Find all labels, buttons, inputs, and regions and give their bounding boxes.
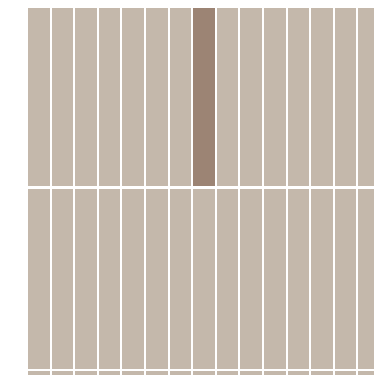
- grid-tile[interactable]: [75, 371, 97, 375]
- grid-tile[interactable]: [311, 8, 333, 186]
- grid-tile[interactable]: [240, 189, 262, 369]
- grid-tile[interactable]: [264, 371, 286, 375]
- grid-tile[interactable]: [169, 371, 192, 375]
- grid-tile[interactable]: [216, 371, 239, 375]
- grid-tile[interactable]: [358, 371, 374, 375]
- grid-tile[interactable]: [98, 189, 121, 369]
- grid-tile[interactable]: [169, 189, 192, 369]
- grid-tile[interactable]: [216, 189, 239, 369]
- grid-tile[interactable]: [122, 189, 144, 369]
- grid-tile[interactable]: [311, 371, 333, 375]
- grid-tile[interactable]: [98, 8, 121, 186]
- grid-tile[interactable]: [358, 8, 374, 186]
- grid-tile[interactable]: [240, 8, 262, 186]
- grid-tile[interactable]: [146, 8, 168, 186]
- grid-tile[interactable]: [28, 8, 50, 186]
- grid-tile[interactable]: [75, 8, 97, 186]
- grid-tile[interactable]: [51, 8, 74, 186]
- grid-tile[interactable]: [146, 371, 168, 375]
- grid-tile[interactable]: [28, 371, 50, 375]
- grid-tile[interactable]: [334, 189, 357, 369]
- grid-tile[interactable]: [287, 8, 310, 186]
- grid-tile[interactable]: [51, 371, 74, 375]
- grid-tile[interactable]: [334, 371, 357, 375]
- grid-tile[interactable]: [193, 371, 215, 375]
- grid-tile[interactable]: [193, 189, 215, 369]
- grid-tile[interactable]: [287, 189, 310, 369]
- grid-tile[interactable]: [122, 371, 144, 375]
- grid-tile[interactable]: [122, 8, 144, 186]
- tile-grid: [28, 8, 374, 375]
- grid-tile[interactable]: [216, 8, 239, 186]
- grid-tile[interactable]: [264, 8, 286, 186]
- grid-tile[interactable]: [358, 189, 374, 369]
- grid-tile[interactable]: [287, 371, 310, 375]
- grid-tile-selected[interactable]: [193, 8, 215, 186]
- grid-tile[interactable]: [146, 189, 168, 369]
- grid-tile[interactable]: [311, 189, 333, 369]
- grid-tile[interactable]: [240, 371, 262, 375]
- grid-tile[interactable]: [334, 8, 357, 186]
- grid-tile[interactable]: [28, 189, 50, 369]
- grid-tile[interactable]: [75, 189, 97, 369]
- grid-tile[interactable]: [51, 189, 74, 369]
- grid-tile[interactable]: [98, 371, 121, 375]
- grid-tile[interactable]: [169, 8, 192, 186]
- grid-tile[interactable]: [264, 189, 286, 369]
